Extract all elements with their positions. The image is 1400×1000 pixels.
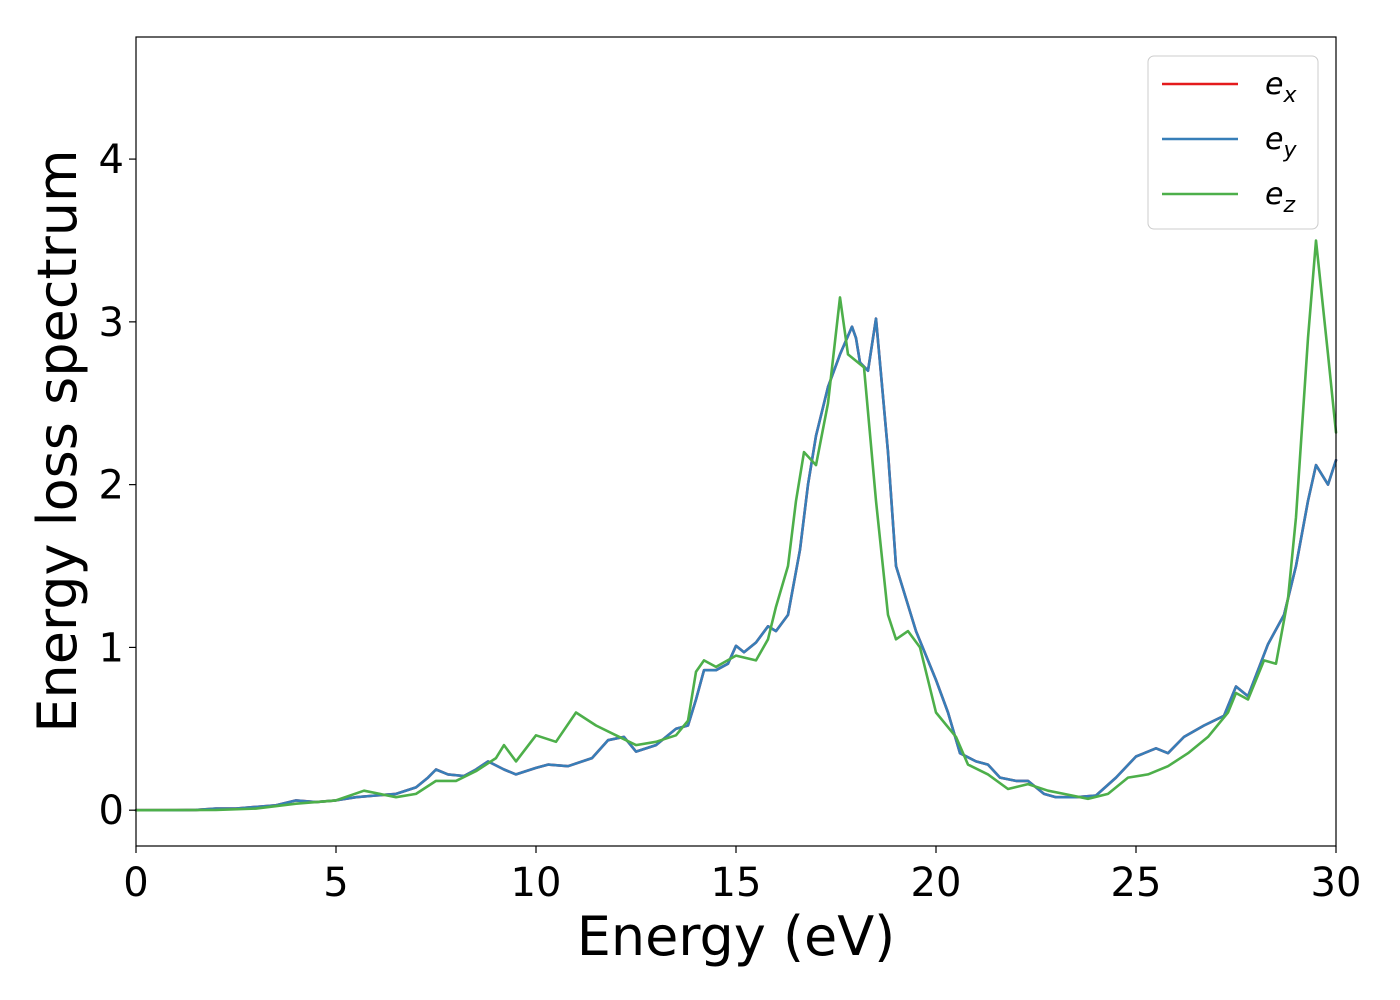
series-line-y xyxy=(134,317,1338,812)
y-tick-label: 3 xyxy=(99,300,124,346)
x-tick-label: 25 xyxy=(1111,860,1162,906)
legend-label-x: ex xyxy=(1265,67,1297,108)
x-tick-label: 0 xyxy=(123,860,148,906)
x-tick-label: 10 xyxy=(511,860,562,906)
x-tick-label: 5 xyxy=(323,860,348,906)
x-tick-label: 15 xyxy=(711,860,762,906)
y-tick-label: 1 xyxy=(99,625,124,671)
series-line-z xyxy=(134,239,1338,812)
series-line-x xyxy=(134,317,1338,812)
legend-box xyxy=(1147,55,1319,230)
y-axis-title: Energy loss spectrum xyxy=(26,149,89,732)
legend-label-y: ey xyxy=(1265,122,1297,163)
x-tick-label: 20 xyxy=(911,860,962,906)
y-tick-label: 0 xyxy=(99,788,124,834)
x-axis: 0 5 10 15 20 25 30 xyxy=(123,846,1361,906)
y-tick-label: 2 xyxy=(99,463,124,509)
y-axis: 0 1 2 3 4 xyxy=(99,137,136,834)
series-layer xyxy=(134,239,1338,812)
x-axis-title: Energy (eV) xyxy=(577,905,896,968)
legend: ex ey ez xyxy=(1147,55,1319,230)
y-tick-label: 4 xyxy=(99,137,124,183)
x-tick-label: 30 xyxy=(1311,860,1362,906)
legend-label-z: ez xyxy=(1265,177,1295,218)
